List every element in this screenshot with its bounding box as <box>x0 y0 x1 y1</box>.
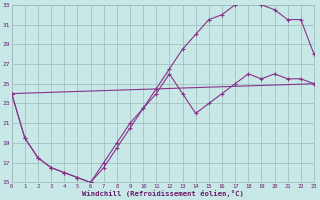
X-axis label: Windchill (Refroidissement éolien,°C): Windchill (Refroidissement éolien,°C) <box>82 190 244 197</box>
